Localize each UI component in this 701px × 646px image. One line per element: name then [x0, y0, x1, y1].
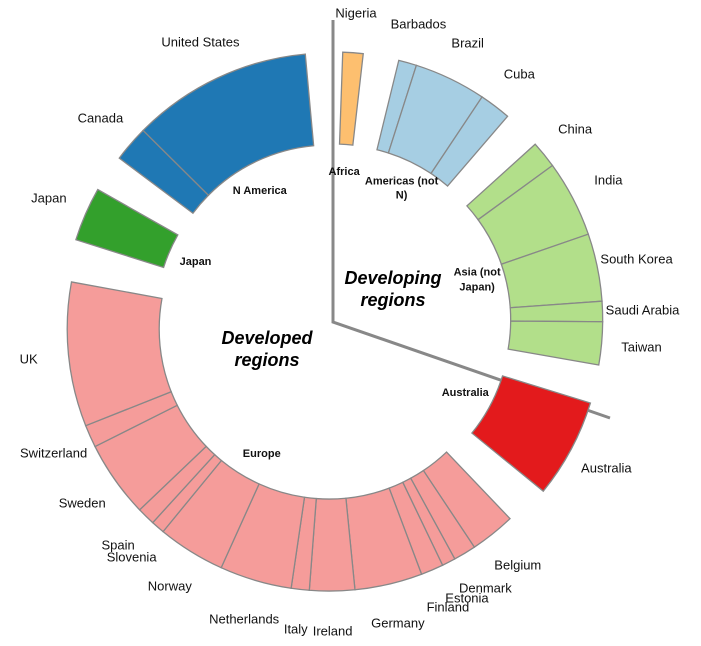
segment-label: Nigeria	[335, 5, 377, 21]
group-label: Americas (not N)	[364, 175, 439, 202]
segment-label: Belgium	[494, 557, 542, 573]
segment-label: Germany	[371, 615, 425, 631]
group-label: Europe	[242, 447, 281, 460]
segment-label: Sweden	[58, 495, 106, 511]
segment-label: Denmark	[459, 580, 512, 596]
group-label: Japan	[179, 255, 212, 268]
segment-label: Canada	[77, 110, 124, 126]
segment-label: Estonia	[445, 590, 489, 606]
segment-label: Italy	[283, 621, 308, 637]
segment-label: Australia	[581, 460, 632, 476]
segment-label: Cuba	[503, 66, 535, 82]
segment-label: India	[594, 172, 623, 188]
segment-label: Norway	[147, 578, 192, 594]
segment-label: South Korea	[600, 251, 673, 267]
segment-label: Taiwan	[621, 339, 662, 355]
segment-label: Saudi Arabia	[605, 302, 680, 318]
segment-label: Finland	[426, 599, 470, 615]
segment	[338, 51, 364, 146]
segment-label: Slovenia	[106, 549, 157, 565]
segment-label: Brazil	[451, 35, 484, 51]
segment-label: United States	[161, 34, 240, 50]
segment-label: Barbados	[390, 16, 447, 32]
group-label: N America	[232, 184, 287, 197]
segment-label: China	[558, 121, 593, 137]
group-label: Asia (not Japan)	[453, 267, 501, 294]
segment	[142, 53, 315, 197]
segment-label: UK	[19, 351, 38, 367]
segment	[75, 188, 179, 269]
segment-label: Japan	[31, 190, 67, 206]
segment	[470, 375, 592, 493]
annotation: Developed regions	[221, 328, 313, 370]
segment-label: Netherlands	[209, 611, 280, 627]
segment	[430, 96, 509, 187]
group-label: Australia	[441, 386, 489, 399]
segment-label: Ireland	[312, 623, 353, 639]
segment-label: Switzerland	[20, 445, 88, 461]
segment	[507, 320, 604, 366]
segment-label: Spain	[101, 537, 135, 553]
segment	[66, 281, 173, 427]
group-label: Africa	[328, 166, 360, 179]
annotation: Developing regions	[344, 268, 442, 310]
